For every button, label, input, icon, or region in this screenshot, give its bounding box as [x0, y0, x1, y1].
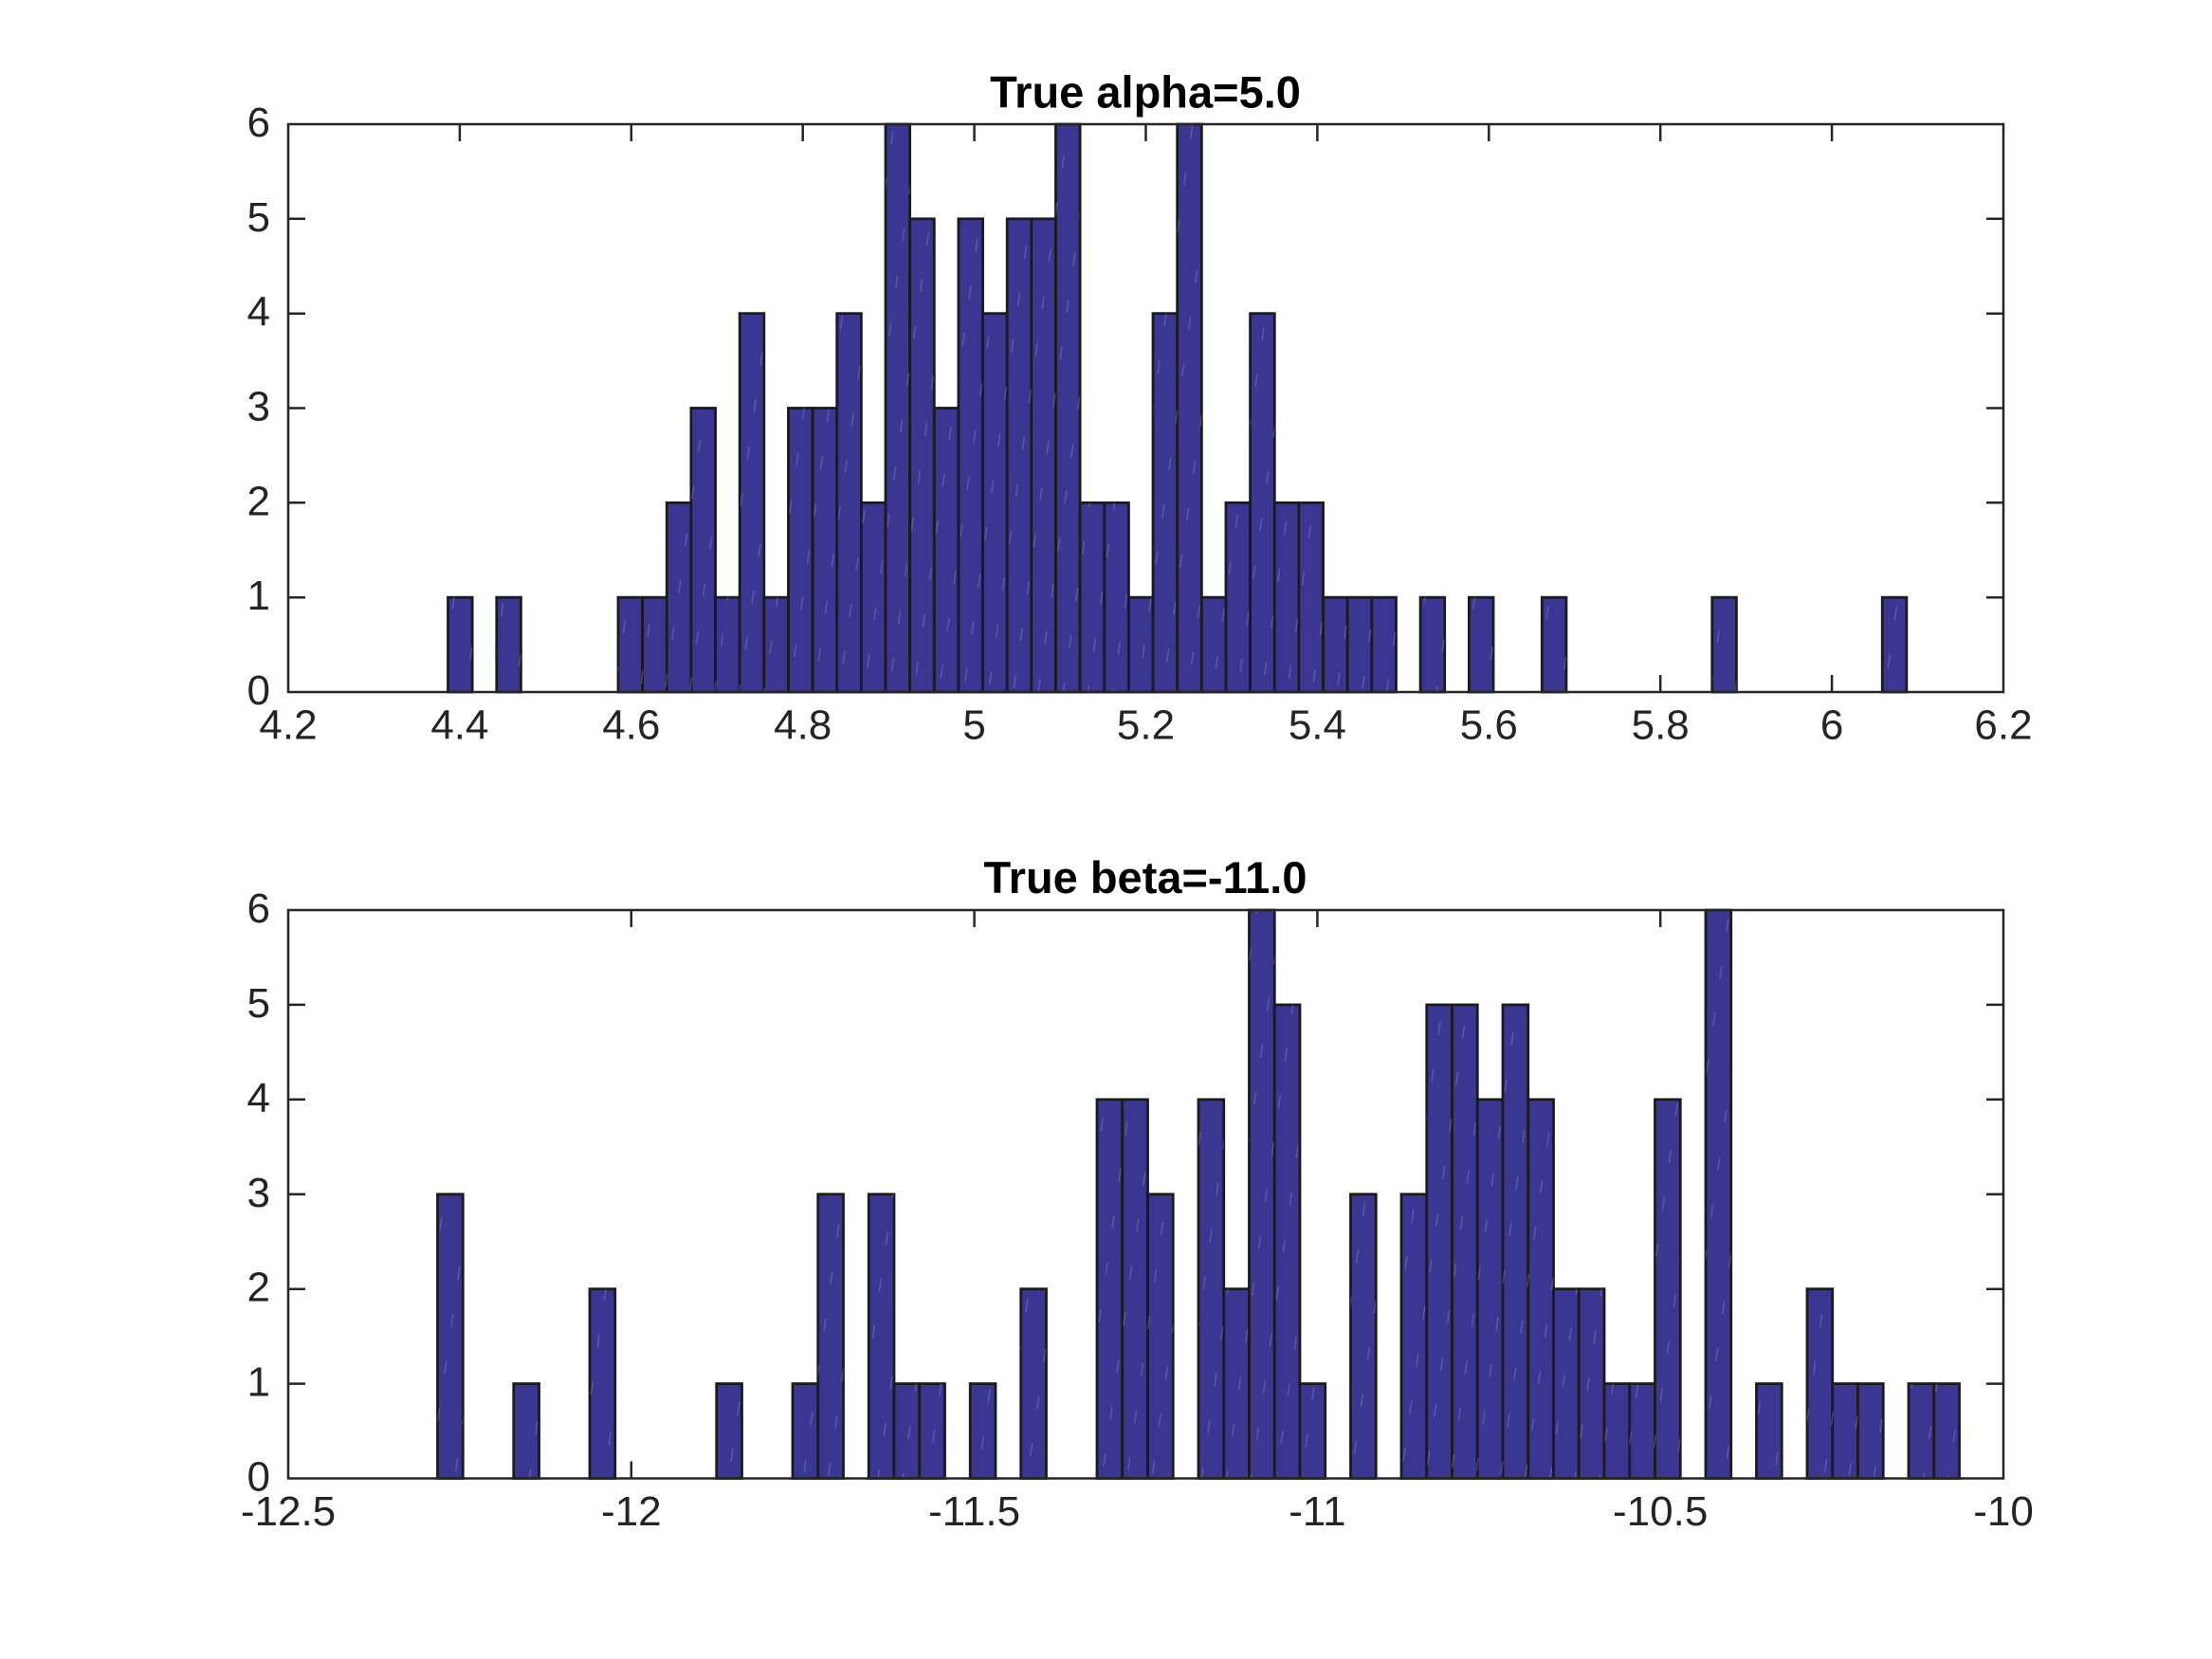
svg-text:-10: -10: [1973, 1488, 2034, 1535]
svg-text:6: 6: [1820, 702, 1843, 749]
svg-text:5.6: 5.6: [1460, 702, 1518, 749]
svg-text:6: 6: [247, 885, 270, 932]
svg-text:5.2: 5.2: [1117, 702, 1175, 749]
svg-text:4.2: 4.2: [259, 702, 317, 749]
svg-text:-12.5: -12.5: [241, 1488, 336, 1535]
svg-text:4: 4: [247, 289, 270, 336]
svg-text:True beta=-11.0: True beta=-11.0: [984, 852, 1307, 902]
svg-text:2: 2: [247, 478, 270, 524]
svg-text:6: 6: [247, 100, 270, 146]
svg-text:0: 0: [247, 1454, 270, 1501]
svg-text:6.2: 6.2: [1974, 702, 2032, 749]
svg-text:5.4: 5.4: [1289, 702, 1346, 749]
svg-text:4.6: 4.6: [602, 702, 660, 749]
svg-text:5: 5: [962, 702, 985, 749]
svg-text:-11.5: -11.5: [928, 1488, 1020, 1535]
svg-text:4: 4: [247, 1075, 270, 1121]
svg-text:2: 2: [247, 1265, 270, 1311]
svg-text:-11: -11: [1289, 1488, 1345, 1535]
svg-text:3: 3: [247, 1170, 270, 1216]
svg-text:5.8: 5.8: [1632, 702, 1690, 749]
svg-text:5: 5: [247, 194, 270, 241]
svg-text:-10.5: -10.5: [1613, 1488, 1708, 1535]
svg-text:1: 1: [247, 573, 270, 619]
svg-text:1: 1: [247, 1359, 270, 1406]
svg-text:3: 3: [247, 384, 270, 430]
svg-text:True alpha=5.0: True alpha=5.0: [990, 67, 1301, 118]
svg-text:0: 0: [247, 667, 270, 714]
svg-text:5: 5: [247, 980, 270, 1027]
svg-text:4.8: 4.8: [774, 702, 832, 749]
svg-text:4.4: 4.4: [430, 702, 488, 749]
svg-text:-12: -12: [601, 1488, 662, 1535]
